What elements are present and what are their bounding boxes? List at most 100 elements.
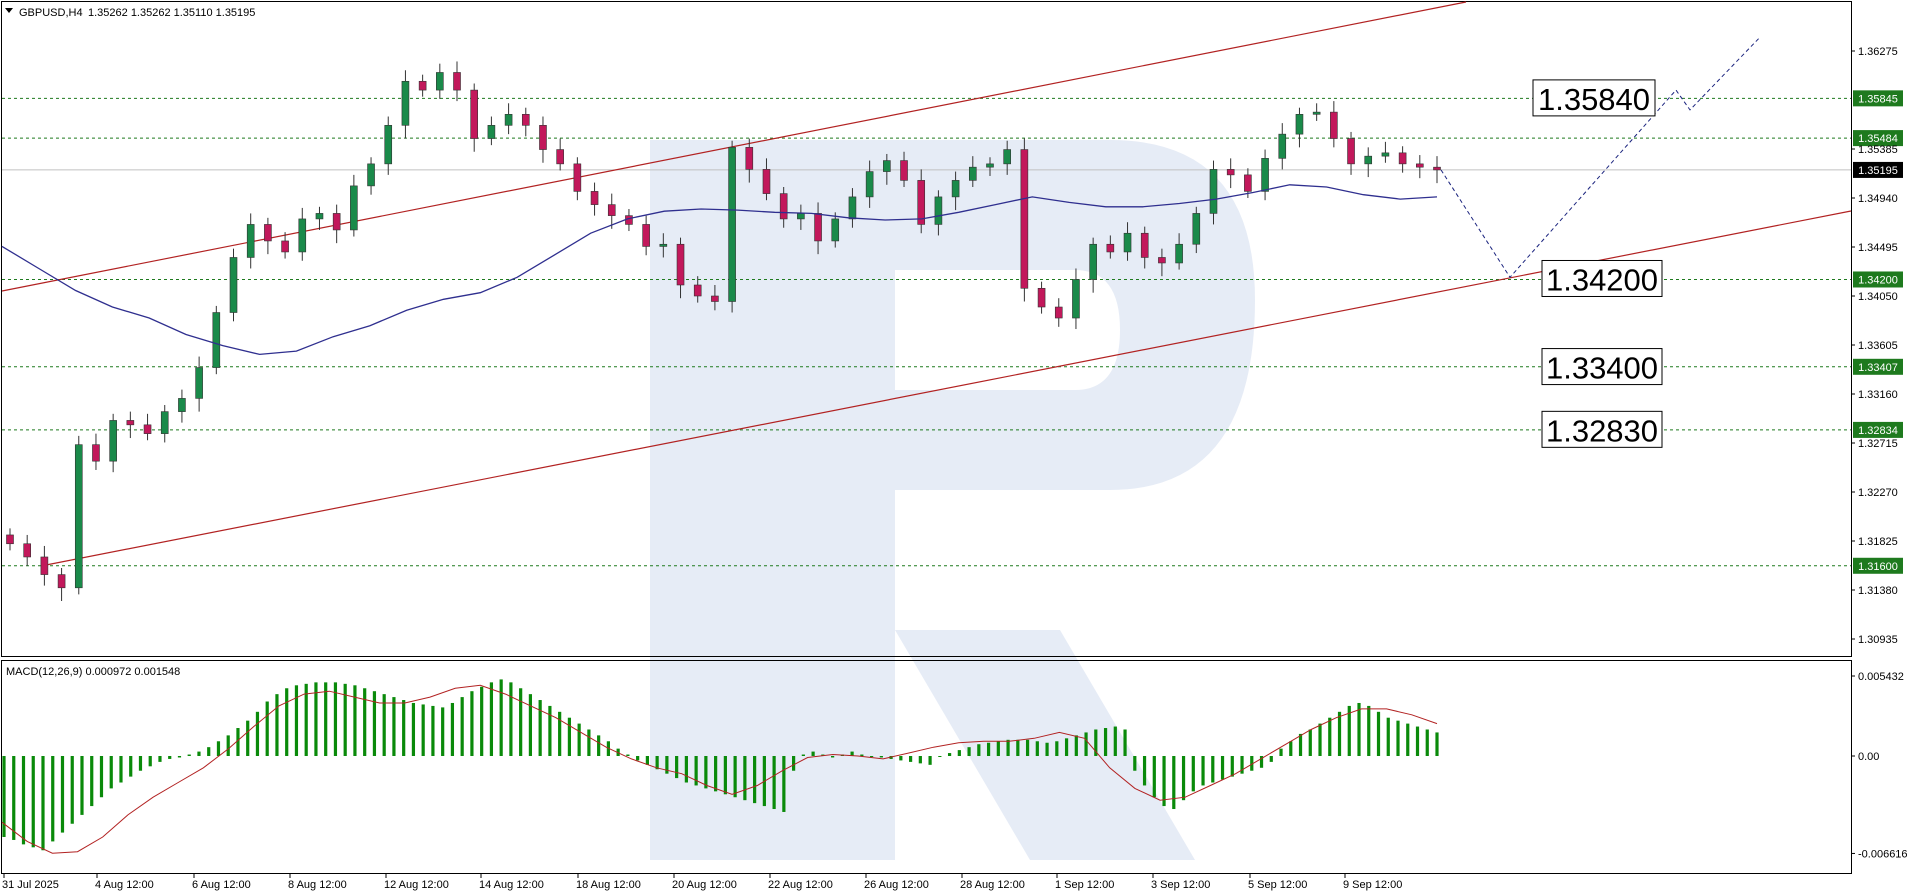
- time-axis[interactable]: 31 Jul 2025 4 Aug 12:00 6 Aug 12:00 8 Aug 1…: [2, 874, 1402, 891]
- macd-histogram-bar: [1250, 756, 1254, 771]
- macd-histogram-bar: [831, 756, 835, 758]
- candle-body: [40, 556, 49, 575]
- candle-body: [160, 411, 169, 434]
- time-axis-label: 28 Aug 12:00: [960, 879, 1025, 891]
- macd-histogram-bar: [138, 756, 143, 771]
- macd-histogram-bar: [1318, 723, 1322, 756]
- symbol-dropdown-icon[interactable]: [5, 8, 13, 13]
- macd-histogram-bar: [1035, 741, 1039, 756]
- ohlc-readout: 1.35262 1.35262 1.35110 1.35195: [88, 7, 255, 19]
- candle-body: [143, 424, 152, 434]
- macd-histogram-bar: [1084, 732, 1088, 756]
- macd-histogram-bar: [723, 756, 727, 795]
- price-level-tag-text: 1.31600: [1858, 561, 1898, 573]
- macd-histogram-bar: [1386, 717, 1390, 756]
- macd-histogram-bar: [1376, 711, 1381, 756]
- candle-body: [1261, 158, 1269, 192]
- candle-body: [676, 243, 685, 286]
- macd-histogram-bar: [1415, 726, 1420, 756]
- macd-histogram-bar: [655, 756, 659, 770]
- candle-body: [1037, 287, 1046, 308]
- candle-body: [178, 398, 186, 412]
- price-axis-label: 1.31380: [1858, 585, 1898, 597]
- macd-histogram-bar: [353, 685, 357, 756]
- candle-body: [659, 243, 668, 247]
- candle-body: [693, 284, 702, 297]
- candle-body: [745, 147, 754, 170]
- key-level-label: 1.32830: [1546, 413, 1658, 448]
- forecast-path: [1440, 36, 1761, 279]
- symbol-label[interactable]: GBPUSD,H4: [19, 7, 83, 19]
- macd-histogram-bar: [792, 756, 796, 771]
- macd-histogram-bar: [704, 756, 708, 789]
- candle-body: [126, 420, 135, 426]
- macd-histogram-bar: [1269, 756, 1273, 762]
- price-level-tag-text: 1.33407: [1858, 362, 1898, 374]
- macd-histogram-bar: [236, 728, 240, 756]
- macd-histogram-bar: [246, 720, 250, 756]
- macd-histogram-bar: [548, 705, 552, 756]
- macd-histogram-bar: [51, 756, 55, 842]
- macd-histogram-bar: [450, 702, 455, 756]
- macd-histogram-bar: [1113, 726, 1117, 756]
- macd-histogram-bar: [1406, 723, 1410, 756]
- macd-histogram-bar: [431, 705, 435, 756]
- macd-histogram-bar: [60, 756, 65, 833]
- macd-histogram-bar: [402, 700, 406, 756]
- macd-histogram-bar: [411, 702, 416, 756]
- macd-histogram-bar: [558, 711, 562, 756]
- macd-histogram-bar: [1025, 739, 1030, 756]
- price-axis-label: 1.32270: [1858, 487, 1898, 499]
- macd-histogram-bar: [1133, 756, 1137, 771]
- macd-histogram-bar: [733, 756, 737, 798]
- current-price-tag-text: 1.35195: [1858, 165, 1898, 177]
- macd-histogram-bar: [294, 685, 299, 756]
- candle-body: [1020, 149, 1029, 289]
- watermark-leg-shape: [895, 630, 1195, 860]
- macd-histogram-bar: [1396, 720, 1400, 756]
- macd-histogram-bar: [869, 756, 874, 757]
- price-axis[interactable]: 1.36275 1.35385 1.34940 1.34495 1.34050 1.336…: [1851, 46, 1898, 646]
- macd-histogram-bar: [1074, 735, 1078, 756]
- time-axis-label: 26 Aug 12:00: [864, 879, 929, 891]
- macd-histogram-bar: [460, 697, 464, 756]
- macd-histogram-bar: [21, 756, 26, 845]
- candle-body: [1158, 257, 1166, 264]
- price-axis-label: 1.34940: [1858, 193, 1898, 205]
- candle-body: [401, 80, 410, 126]
- macd-histogram-bar: [928, 756, 932, 765]
- time-axis-label: 1 Sep 12:00: [1055, 879, 1114, 891]
- key-level-box: [1541, 348, 1663, 386]
- candle-body: [1295, 114, 1304, 135]
- time-axis-label: 18 Aug 12:00: [576, 879, 641, 891]
- price-level-tag: [1853, 90, 1903, 107]
- macd-histogram-bar: [938, 756, 942, 757]
- channel-upper-line: [1, 1, 1467, 292]
- macd-histogram-bar: [801, 754, 805, 756]
- macd-histogram-bar: [753, 756, 757, 804]
- macd-histogram-bar: [1055, 741, 1059, 756]
- candle-body: [1140, 232, 1149, 258]
- macd-histogram-bar: [1123, 729, 1127, 756]
- time-axis-label: 6 Aug 12:00: [192, 879, 251, 891]
- macd-axis-label: 0.00: [1858, 751, 1879, 763]
- candle-body: [762, 169, 771, 194]
- macd-histogram-bar: [1191, 756, 1195, 792]
- macd-histogram-bar: [1279, 748, 1283, 756]
- candle-body: [917, 180, 926, 225]
- candle-body: [1416, 163, 1424, 168]
- macd-histogram-bar: [908, 756, 913, 762]
- macd-histogram-bar: [1435, 732, 1439, 756]
- macd-histogram-bar: [597, 735, 601, 756]
- macd-histogram-bar: [567, 717, 572, 756]
- candle-body: [625, 215, 633, 225]
- macd-histogram-bar: [187, 754, 191, 756]
- price-axis-label: 1.31825: [1858, 536, 1898, 548]
- macd-histogram-bar: [957, 750, 961, 756]
- macd-histogram-bar: [1220, 756, 1225, 780]
- candle-body: [1226, 169, 1235, 176]
- macd-histogram-bar: [1298, 733, 1303, 756]
- candle-body: [831, 218, 840, 242]
- candle-body: [556, 149, 564, 165]
